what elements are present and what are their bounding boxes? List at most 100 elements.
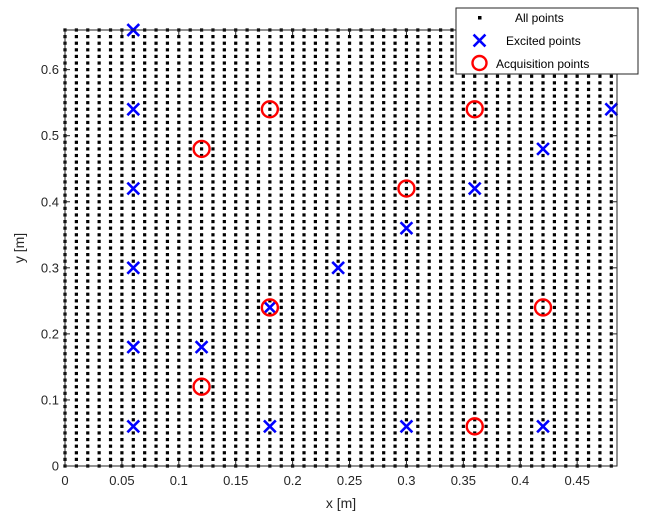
all-point-marker	[336, 279, 340, 283]
all-point-marker	[131, 81, 135, 85]
all-point-marker	[154, 319, 158, 323]
all-point-marker	[234, 54, 238, 59]
all-point-marker	[575, 193, 579, 197]
all-point-marker	[461, 213, 465, 217]
all-point-marker	[268, 74, 272, 78]
all-point-marker	[131, 371, 135, 376]
all-point-marker	[564, 160, 568, 164]
all-point-marker	[518, 365, 522, 369]
all-point-marker	[541, 180, 545, 184]
all-point-marker	[291, 371, 295, 376]
all-point-marker	[302, 457, 306, 461]
all-point-marker	[199, 332, 204, 336]
all-point-marker	[268, 153, 272, 158]
all-point-marker	[359, 114, 363, 118]
all-point-marker	[552, 266, 556, 270]
all-point-marker	[188, 259, 192, 263]
all-point-marker	[86, 213, 90, 217]
all-point-marker	[165, 358, 170, 362]
all-point-marker	[268, 147, 272, 151]
all-point-marker	[438, 200, 443, 204]
all-point-marker	[495, 213, 500, 217]
all-point-marker	[177, 411, 181, 415]
all-point-marker	[222, 345, 226, 349]
y-tick-label: 0	[52, 459, 59, 474]
all-point-marker	[313, 48, 317, 52]
all-point-marker	[575, 213, 579, 217]
all-point-marker	[427, 219, 431, 224]
all-point-marker	[86, 358, 90, 362]
all-point-marker	[108, 345, 113, 349]
all-point-marker	[484, 345, 488, 349]
all-point-marker	[416, 444, 420, 448]
all-point-marker	[74, 457, 78, 461]
all-point-marker	[609, 167, 613, 171]
all-point-marker	[199, 325, 204, 329]
all-point-marker	[347, 299, 352, 303]
all-point-marker	[530, 81, 534, 85]
all-point-marker	[575, 134, 579, 138]
all-point-marker	[120, 444, 124, 448]
all-point-marker	[609, 451, 613, 455]
all-point-marker	[86, 180, 90, 184]
all-point-marker	[336, 332, 340, 336]
all-point-marker	[507, 87, 511, 92]
all-point-marker	[256, 345, 261, 349]
all-point-marker	[120, 352, 124, 356]
all-point-marker	[199, 259, 204, 263]
all-point-marker	[438, 411, 443, 415]
all-point-marker	[188, 411, 192, 415]
all-point-marker	[143, 206, 147, 210]
all-point-marker	[586, 219, 591, 224]
all-point-marker	[495, 378, 500, 382]
all-point-marker	[336, 61, 340, 65]
all-point-marker	[211, 61, 215, 65]
all-point-marker	[154, 173, 158, 177]
all-point-marker	[131, 239, 135, 243]
all-point-marker	[291, 134, 295, 138]
all-point-marker	[120, 87, 124, 92]
all-point-marker	[256, 219, 261, 224]
all-point-marker	[74, 338, 78, 343]
all-point-marker	[450, 385, 454, 389]
all-point-marker	[598, 87, 602, 92]
all-point-marker	[234, 120, 238, 125]
all-point-marker	[370, 332, 374, 336]
all-point-marker	[427, 140, 431, 144]
all-point-marker	[359, 358, 363, 362]
all-point-marker	[279, 358, 283, 362]
all-point-marker	[495, 87, 500, 92]
all-point-marker	[177, 345, 181, 349]
all-point-marker	[609, 352, 613, 356]
all-point-marker	[416, 286, 420, 290]
all-point-marker	[336, 87, 340, 92]
all-point-marker	[586, 385, 591, 389]
all-point-marker	[347, 253, 352, 257]
all-point-marker	[359, 312, 363, 316]
all-point-marker	[495, 332, 500, 336]
all-point-marker	[495, 74, 500, 78]
all-point-marker	[416, 226, 420, 230]
all-point-marker	[165, 87, 170, 92]
all-point-marker	[268, 239, 272, 243]
all-point-marker	[575, 259, 579, 263]
all-point-marker	[302, 312, 306, 316]
all-point-marker	[108, 81, 113, 85]
all-point-marker	[382, 35, 386, 39]
all-point-marker	[586, 120, 591, 125]
all-point-marker	[564, 74, 568, 78]
all-point-marker	[313, 213, 317, 217]
all-point-marker	[199, 140, 204, 144]
all-point-marker	[530, 404, 534, 409]
all-point-marker	[86, 160, 90, 164]
all-point-marker	[199, 385, 204, 389]
all-point-marker	[586, 451, 591, 455]
all-point-marker	[450, 424, 454, 428]
all-point-marker	[404, 411, 409, 415]
all-point-marker	[302, 431, 306, 435]
all-point-marker	[245, 167, 249, 171]
all-point-marker	[484, 279, 488, 283]
all-point-marker	[598, 424, 602, 428]
all-point-marker	[575, 431, 579, 435]
all-point-marker	[120, 173, 124, 177]
